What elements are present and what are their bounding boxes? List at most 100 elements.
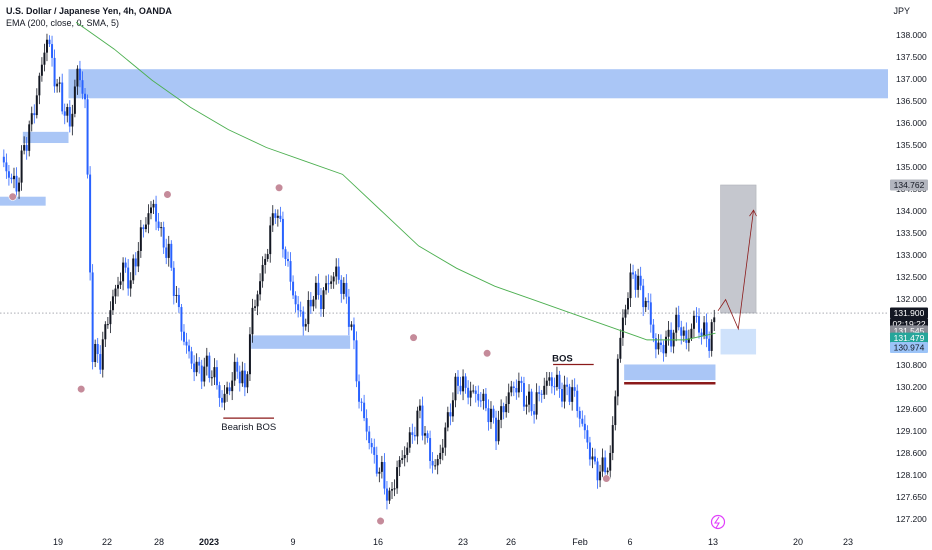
candle-body	[20, 150, 23, 183]
candle-body	[248, 334, 251, 375]
candle-body	[15, 175, 18, 192]
candle-body	[172, 267, 175, 296]
candle-body	[441, 447, 444, 453]
time-tick-label: 9	[290, 537, 295, 547]
candle-body	[540, 393, 543, 395]
candle-body	[182, 331, 185, 342]
candle-body	[203, 366, 206, 382]
candle-body	[593, 456, 596, 462]
candle-body	[340, 279, 343, 294]
candle-body	[363, 402, 366, 419]
candle-body	[583, 423, 586, 431]
candle-body	[677, 314, 680, 328]
candle-body	[170, 243, 173, 268]
candle-body	[659, 342, 662, 345]
price-badge-text: 131.545	[894, 326, 925, 336]
candle-body	[456, 376, 459, 386]
candle-body	[185, 341, 188, 346]
candle-body	[342, 282, 345, 294]
indicator-label[interactable]: EMA (200, close, 0, SMA, 5)	[6, 18, 120, 28]
candle-body	[304, 324, 307, 327]
candle-body	[568, 386, 571, 402]
candle-body	[210, 377, 213, 379]
ema-line	[75, 21, 716, 341]
replay-icon[interactable]	[710, 514, 726, 530]
candle-body	[522, 383, 525, 407]
candle-body	[355, 340, 358, 382]
pivot-marker	[409, 333, 418, 342]
candle-body	[489, 408, 492, 423]
candle-body	[708, 338, 711, 351]
candle-body	[114, 288, 117, 297]
candle-body	[68, 107, 71, 127]
candle-body	[228, 387, 231, 392]
candle-body	[685, 330, 688, 343]
annotations: Bearish BOS BOS	[221, 209, 757, 433]
candle-body	[426, 433, 429, 439]
candle-body	[63, 111, 66, 116]
currency-label[interactable]: JPY	[893, 6, 910, 16]
price-tick-label: 133.000	[896, 250, 927, 260]
price-badge	[890, 341, 928, 353]
candle-body	[512, 386, 515, 388]
candle-body	[101, 339, 104, 370]
candle-body	[644, 300, 647, 308]
candle-body	[464, 376, 467, 388]
candle-body	[358, 381, 361, 402]
candle-body	[687, 338, 690, 343]
candle-body	[375, 454, 378, 474]
candle-body	[38, 75, 41, 96]
candle-body	[81, 80, 84, 94]
candle-body	[43, 52, 46, 65]
candle-body	[611, 425, 614, 453]
candle-body	[330, 281, 333, 284]
time-tick-label: 22	[102, 537, 112, 547]
candle-body	[276, 215, 279, 218]
time-tick-label: 13	[708, 537, 718, 547]
pivot-marker	[8, 192, 17, 201]
candle-body	[284, 249, 287, 260]
candle-body	[416, 410, 419, 437]
price-tick-label: 134.000	[896, 206, 927, 216]
time-tick-label: 26	[506, 537, 516, 547]
time-tick-label: 6	[627, 537, 632, 547]
candle-body	[614, 396, 617, 426]
pivot-marker	[483, 349, 492, 358]
candle-body	[10, 177, 13, 180]
price-tick-label: 133.500	[896, 228, 927, 238]
candle-body	[604, 457, 607, 473]
candle-body	[525, 404, 528, 407]
price-badge	[890, 332, 928, 344]
pivot-markers	[8, 183, 611, 526]
candle-body	[380, 462, 383, 472]
candle-body	[385, 488, 388, 501]
projection-arrow	[717, 210, 754, 331]
candle-body	[205, 355, 208, 367]
price-tick-label: 129.100	[896, 426, 927, 436]
candle-body	[84, 93, 87, 100]
candle-body	[637, 275, 640, 290]
candle-body	[198, 361, 201, 366]
candle-body	[129, 280, 132, 289]
candle-body	[383, 462, 386, 489]
time-tick-label: 23	[458, 537, 468, 547]
price-tick-label: 132.000	[896, 294, 927, 304]
candle-body	[538, 392, 541, 394]
zone-rect	[68, 69, 888, 99]
candle-body	[505, 404, 508, 413]
candle-body	[484, 393, 487, 409]
candle-body	[421, 405, 424, 436]
candle-body	[649, 302, 652, 325]
candle-body	[558, 374, 561, 390]
candle-body	[510, 386, 513, 393]
candle-body	[703, 322, 706, 336]
candle-body	[469, 390, 472, 398]
candle-body	[66, 107, 69, 116]
candle-body	[51, 44, 54, 58]
candle-body	[535, 392, 538, 415]
time-axis[interactable]: 19 22 28 2023 9 16 23 26 Feb 6 13 20 23	[53, 537, 853, 547]
candle-body	[451, 400, 454, 417]
candle-body	[231, 380, 234, 392]
price-axis[interactable]: 138.000 137.500 137.000 136.500 136.000 135.5…	[896, 30, 927, 524]
